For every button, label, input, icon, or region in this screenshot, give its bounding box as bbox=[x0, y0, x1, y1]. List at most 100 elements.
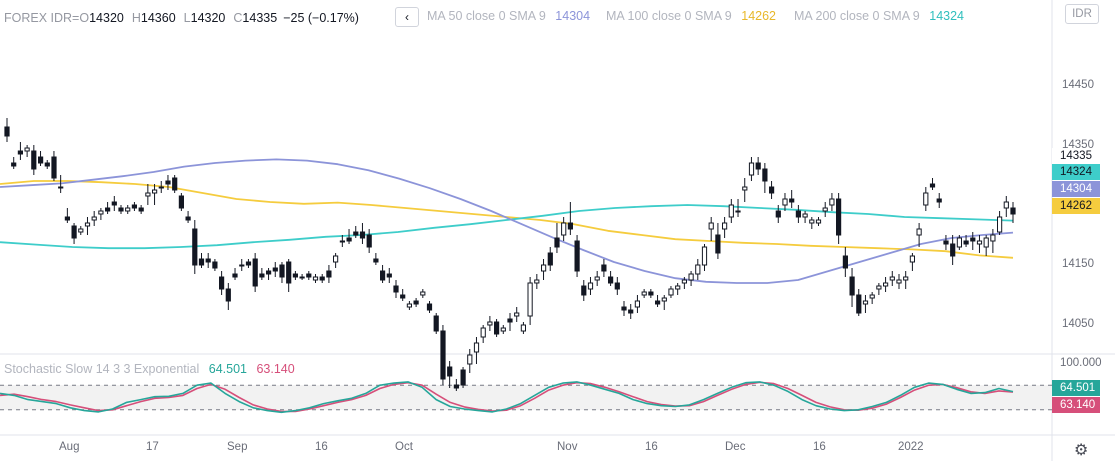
candle bbox=[420, 291, 426, 296]
open-label: O bbox=[79, 11, 90, 25]
candle bbox=[514, 312, 520, 317]
gear-icon[interactable]: ⚙ bbox=[1074, 442, 1089, 459]
candle bbox=[312, 276, 319, 281]
collapse-legend-button[interactable]: ‹ bbox=[395, 7, 419, 27]
time-axis-label: 16 bbox=[813, 441, 826, 453]
candle bbox=[708, 222, 714, 230]
candle bbox=[681, 279, 687, 284]
price-axis-label: 14450 bbox=[1062, 79, 1094, 91]
candle bbox=[856, 294, 862, 314]
candle bbox=[266, 270, 272, 275]
candle bbox=[936, 198, 942, 203]
candle bbox=[433, 315, 439, 332]
ma200-value: 14324 bbox=[929, 9, 965, 23]
candle bbox=[561, 222, 567, 236]
ma100-legend: MA 100 close 0 SMA 9 14262 bbox=[606, 9, 776, 27]
candle bbox=[554, 237, 560, 248]
candle bbox=[507, 318, 513, 323]
candle bbox=[829, 198, 835, 206]
time-axis-label: 16 bbox=[315, 441, 328, 453]
time-axis-label: Sep bbox=[227, 441, 248, 453]
candle bbox=[245, 261, 252, 266]
candle bbox=[648, 291, 654, 296]
candle bbox=[225, 288, 231, 302]
candle bbox=[326, 270, 332, 278]
candle bbox=[581, 285, 587, 296]
candle bbox=[742, 186, 748, 191]
candle bbox=[903, 276, 909, 281]
candle bbox=[695, 264, 701, 275]
candle bbox=[836, 198, 842, 236]
candle bbox=[346, 237, 352, 242]
candle bbox=[359, 231, 366, 239]
candle bbox=[426, 303, 433, 311]
low-value: 14320 bbox=[190, 11, 226, 25]
candle bbox=[641, 291, 647, 296]
candle bbox=[494, 321, 500, 335]
candle bbox=[701, 246, 708, 266]
time-axis-label: Nov bbox=[557, 441, 578, 453]
low-label: L bbox=[183, 11, 191, 25]
candle bbox=[413, 300, 419, 305]
candle bbox=[715, 234, 721, 254]
candle bbox=[279, 264, 285, 278]
candle bbox=[722, 222, 728, 230]
candle bbox=[11, 162, 17, 167]
time-axis-label: 2022 bbox=[898, 441, 924, 453]
ma200-label: MA 200 close 0 SMA 9 bbox=[794, 9, 920, 23]
candle bbox=[239, 264, 245, 267]
change-value: −25 (−0.17%) bbox=[283, 11, 359, 25]
ma100-value: 14262 bbox=[741, 9, 777, 23]
symbol-name: FOREX IDR= bbox=[4, 11, 80, 25]
candle bbox=[527, 282, 533, 317]
candle bbox=[541, 264, 547, 272]
currency-button[interactable]: IDR bbox=[1065, 4, 1099, 24]
candle bbox=[71, 225, 77, 239]
candle bbox=[440, 330, 446, 380]
ma200-price-tag: 14324 bbox=[1052, 164, 1100, 180]
candle bbox=[983, 237, 989, 248]
candle bbox=[165, 180, 171, 185]
candle bbox=[970, 237, 976, 242]
candle bbox=[259, 273, 265, 278]
candle bbox=[125, 207, 131, 212]
candle bbox=[44, 162, 50, 167]
ma50-line bbox=[0, 158, 1014, 284]
ma200-line bbox=[0, 204, 1014, 250]
candle bbox=[78, 228, 84, 233]
candle bbox=[84, 222, 91, 227]
candle bbox=[923, 192, 929, 206]
candle bbox=[849, 276, 855, 296]
candle bbox=[775, 210, 781, 218]
stoch-k-value: 64.501 bbox=[208, 362, 247, 376]
candle bbox=[24, 147, 30, 152]
candle bbox=[809, 219, 815, 224]
candle bbox=[815, 219, 822, 224]
candle bbox=[185, 216, 191, 221]
candle bbox=[755, 162, 761, 170]
high-value: 14360 bbox=[140, 11, 176, 25]
candle bbox=[380, 270, 386, 281]
candle bbox=[219, 276, 225, 290]
open-value: 14320 bbox=[89, 11, 124, 25]
stochastic-label: Stochastic Slow 14 3 3 Exponential bbox=[4, 362, 200, 376]
candle bbox=[205, 258, 211, 263]
candle bbox=[31, 150, 37, 170]
candle bbox=[668, 288, 674, 296]
candle bbox=[4, 126, 10, 137]
candle bbox=[64, 216, 71, 221]
candle bbox=[386, 273, 392, 278]
candle bbox=[460, 369, 466, 386]
candle bbox=[299, 276, 305, 279]
candle bbox=[393, 285, 399, 293]
candle bbox=[728, 204, 734, 218]
candle bbox=[950, 243, 956, 257]
candle bbox=[929, 183, 936, 188]
candle bbox=[1003, 201, 1009, 209]
candle bbox=[198, 258, 205, 266]
candle bbox=[145, 192, 151, 197]
candle bbox=[795, 210, 801, 218]
candle bbox=[58, 186, 64, 189]
candle bbox=[735, 210, 741, 213]
